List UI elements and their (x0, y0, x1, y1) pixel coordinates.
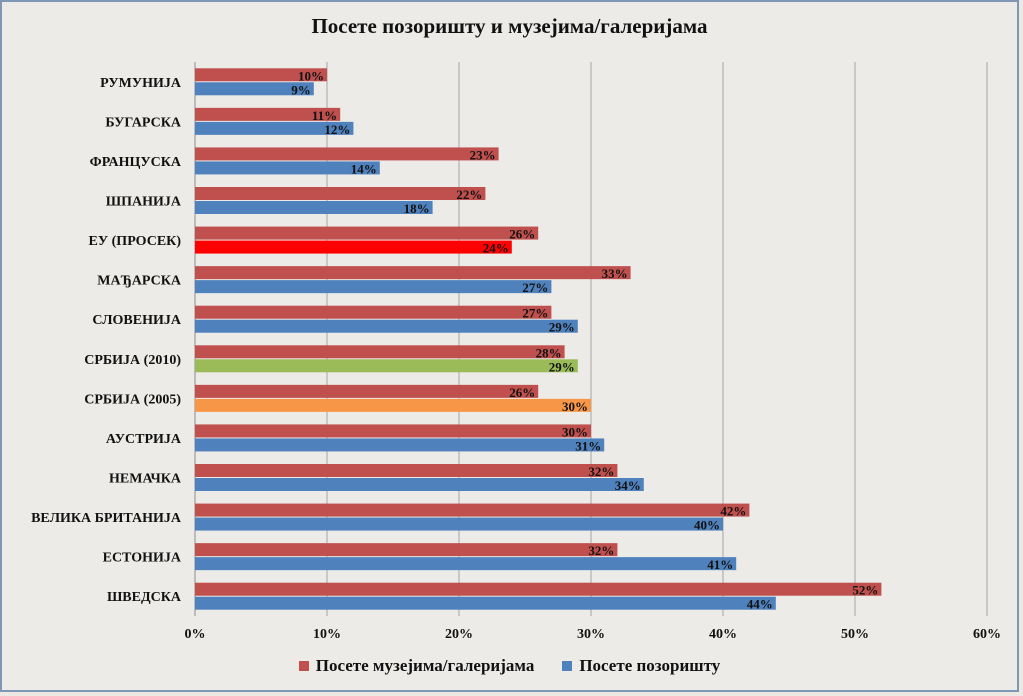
data-label: 41% (707, 557, 733, 572)
data-label: 28% (536, 345, 562, 360)
data-label: 40% (694, 518, 720, 533)
bar-theatre (195, 517, 723, 531)
category-label: БУГАРСКА (105, 115, 182, 130)
category-label: ФРАНЦУСКА (90, 155, 182, 170)
bar-museums (195, 266, 631, 280)
legend-swatch (562, 661, 573, 671)
legend-item: Посете позоришту (562, 656, 720, 676)
data-label: 31% (575, 438, 601, 453)
x-tick-label: 50% (841, 627, 869, 642)
bar-museums (195, 345, 565, 359)
bar-theatre (195, 438, 605, 452)
category-label: СРБИЈА (2005) (84, 392, 181, 407)
bar-theatre (195, 280, 552, 294)
bar-museums (195, 424, 591, 438)
category-label: ЕУ (ПРОСЕК) (89, 234, 182, 249)
category-label: ШВЕДСКА (107, 590, 182, 605)
data-label: 24% (483, 241, 509, 256)
bar-museums (195, 226, 539, 240)
bar-museums (195, 503, 750, 517)
data-label: 22% (456, 187, 482, 202)
category-label: ВЕЛИКА БРИТАНИЈА (31, 511, 182, 526)
legend-label: Посете позоришту (579, 656, 721, 675)
bar-museums (195, 107, 341, 121)
data-label: 32% (588, 543, 614, 558)
data-label: 42% (720, 504, 746, 519)
category-label: МАЂАРСКА (97, 274, 182, 289)
chart-title: Посете позоришту и музејима/галеријама (311, 14, 708, 38)
bar-museums (195, 68, 327, 82)
legend-item: Посете музејима/галеријама (298, 656, 535, 676)
bar-museums (195, 543, 618, 557)
category-label: ЕСТОНИЈА (103, 551, 182, 566)
data-label: 27% (522, 280, 548, 295)
data-label: 44% (747, 597, 773, 612)
bar-theatre (195, 478, 644, 491)
category-label: РУМУНИЈА (100, 76, 182, 91)
x-tick-label: 30% (577, 627, 605, 642)
bar-theatre (195, 201, 433, 214)
x-tick-label: 0% (185, 627, 206, 642)
data-label: 52% (852, 583, 878, 598)
x-tick-label: 40% (709, 627, 737, 642)
bar-theatre (195, 557, 737, 571)
data-label: 23% (470, 147, 496, 162)
data-label: 29% (549, 359, 575, 374)
data-label: 18% (404, 201, 430, 216)
data-label: 34% (615, 478, 641, 493)
bar-museums (195, 187, 486, 200)
legend-swatch (298, 661, 309, 671)
data-label: 33% (602, 266, 628, 281)
data-label: 10% (298, 68, 324, 83)
bar-theatre (195, 240, 512, 254)
bar-theatre (195, 319, 578, 333)
data-label: 32% (588, 464, 614, 479)
data-label: 30% (562, 424, 588, 439)
data-label: 9% (291, 82, 311, 97)
data-label: 14% (351, 161, 377, 176)
bar-theatre (195, 121, 354, 135)
bar-theatre (195, 398, 591, 412)
category-label: СЛОВЕНИЈА (92, 313, 182, 328)
bar-theatre (195, 161, 380, 175)
x-tick-label: 10% (313, 627, 341, 642)
bar-theatre (195, 359, 578, 373)
chart-legend: Посете музејима/галеријама Посете позориш… (0, 656, 1019, 676)
data-label: 11% (312, 108, 337, 123)
data-label: 12% (324, 122, 350, 137)
data-label: 27% (522, 306, 548, 321)
bar-theatre (195, 596, 776, 610)
category-label: СРБИЈА (2010) (84, 353, 181, 368)
bar-museums (195, 582, 882, 596)
bar-museums (195, 147, 499, 161)
category-label: НЕМАЧКА (109, 472, 182, 487)
x-tick-label: 20% (445, 627, 473, 642)
data-label: 26% (509, 385, 535, 400)
bar-museums (195, 464, 618, 477)
bar-museums (195, 305, 552, 319)
bar-museums (195, 384, 539, 398)
bar-theatre (195, 82, 314, 96)
category-label: ШПАНИЈА (106, 195, 182, 210)
x-tick-label: 60% (973, 627, 1001, 642)
data-label: 26% (509, 227, 535, 242)
data-label: 30% (562, 399, 588, 414)
data-label: 29% (549, 320, 575, 335)
category-label: АУСТРИЈА (106, 432, 182, 447)
legend-label: Посете музејима/галеријама (315, 656, 535, 675)
